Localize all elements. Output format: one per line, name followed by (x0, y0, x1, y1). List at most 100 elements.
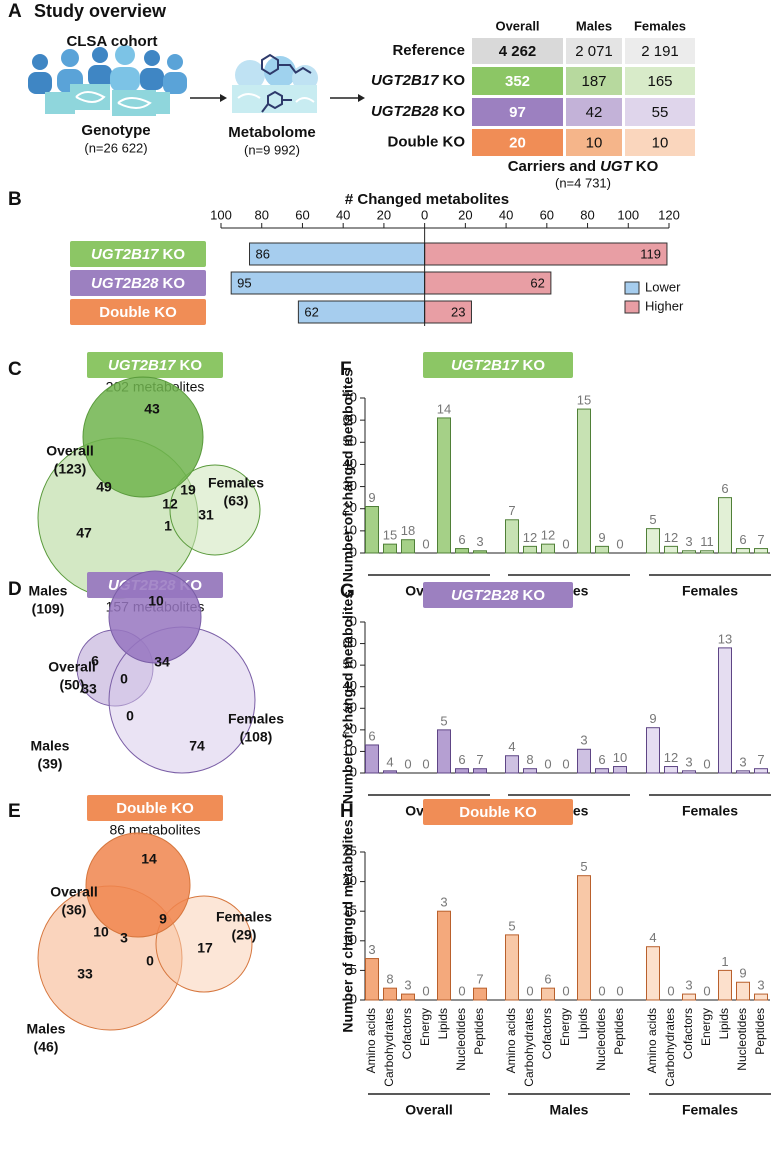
bar (383, 543, 397, 554)
count-label: 3 (476, 534, 483, 549)
table-cell (566, 129, 622, 156)
bar (718, 497, 732, 554)
count-label: 3 (440, 895, 447, 910)
count-label: 7 (757, 752, 764, 767)
y-tick-label: 30 (343, 478, 357, 493)
count-label: 15 (577, 393, 591, 408)
count-label: 9 (739, 966, 746, 981)
venn-circle (85, 832, 191, 938)
set-size: (123) (54, 461, 87, 477)
bar (613, 766, 627, 774)
count-label: 9 (598, 530, 605, 545)
bar (541, 543, 555, 554)
ko-suffix: KO (180, 357, 203, 374)
bar (424, 242, 668, 266)
table-cell (566, 67, 622, 95)
set-name: Females (216, 909, 272, 925)
set-name: Males (27, 1021, 66, 1037)
legend-swatch (624, 281, 640, 295)
column-header: Females (634, 18, 686, 33)
x-tick-label: 60 (295, 207, 309, 222)
metabolome-icon (232, 53, 318, 113)
category-label: Nucleotides (594, 1008, 608, 1071)
panel-letter: C (8, 359, 22, 380)
count-label: 11 (700, 534, 714, 549)
count-label: 6 (721, 481, 728, 496)
cell-value: 352 (505, 73, 530, 90)
count-label: 10 (613, 750, 627, 765)
bar (577, 875, 591, 1001)
ko-gene: UGT2B17 (108, 357, 176, 374)
region-count: 31 (198, 507, 214, 523)
count-label: 3 (685, 534, 692, 549)
count-label: 0 (616, 536, 623, 551)
region-count: 3 (120, 930, 128, 946)
bar (249, 242, 426, 266)
count-label: 3 (685, 978, 692, 993)
ko-label: Double KO (388, 133, 466, 150)
metabolome-label: Metabolome (228, 124, 316, 141)
count-label: 4 (649, 930, 656, 945)
ko-pill (423, 582, 573, 608)
panel-letter: F (340, 359, 352, 380)
caption-n: (n=4 731) (555, 175, 611, 190)
ko-suffix: KO (443, 72, 466, 89)
count-label: 7 (757, 532, 764, 547)
y-tick-label: 5 (350, 962, 357, 977)
category-label: Lipids (717, 1008, 731, 1039)
y-tick-label: 70 (343, 389, 357, 404)
region-count: 6 (91, 653, 99, 669)
set-name: Females (208, 475, 264, 491)
count-label: 6 (544, 972, 551, 987)
y-tick-label: 50 (343, 434, 357, 449)
set-size: (36) (62, 902, 87, 918)
cohort-label: CLSA cohort (66, 33, 157, 50)
cell-value: 2 071 (575, 43, 613, 60)
group-label: Males (550, 1102, 589, 1118)
bar (383, 987, 397, 1001)
bar (646, 946, 660, 1001)
count-label: 7 (476, 752, 483, 767)
count-label: 6 (598, 752, 605, 767)
group-label: Females (682, 583, 738, 599)
category-label: Carbohydrates (382, 1008, 396, 1087)
set-name: Overall (50, 884, 97, 900)
panel-letter: B (8, 189, 22, 210)
column-header: Overall (495, 18, 539, 33)
count-label: 15 (383, 528, 397, 543)
y-tick-label: 0 (350, 544, 357, 559)
bar (595, 545, 609, 554)
bar (736, 981, 750, 1001)
category-label: Peptides (753, 1008, 767, 1055)
group-label: Females (682, 803, 738, 819)
bar (664, 545, 678, 554)
y-tick-label: 30 (343, 700, 357, 715)
count-label: 12 (664, 750, 678, 765)
region-count: 10 (93, 924, 109, 940)
table-cell (625, 98, 695, 126)
region-count: 9 (159, 911, 167, 927)
ko-suffix: KO (163, 246, 186, 263)
y-tick-label: 60 (343, 635, 357, 650)
arrow-head (358, 94, 365, 102)
category-label: Cofactors (540, 1008, 554, 1059)
y-tick-label: 25 (343, 843, 357, 858)
count-label: 0 (562, 756, 569, 771)
x-tick-label: 40 (499, 207, 513, 222)
count-label: 0 (667, 983, 674, 998)
category-label: Cofactors (400, 1008, 414, 1059)
venn-circle (108, 570, 202, 664)
ko-suffix: KO (443, 103, 466, 120)
ko-pill (70, 270, 206, 296)
region-count: 49 (96, 479, 112, 495)
count-label: 9 (649, 711, 656, 726)
venn-circle (169, 464, 261, 556)
category-label: Nucleotides (454, 1008, 468, 1071)
count-label: 6 (458, 532, 465, 547)
region-count: 0 (146, 953, 154, 969)
ko-pill (87, 795, 223, 821)
region-count: 1 (164, 518, 172, 534)
bar (664, 766, 678, 774)
count-label: 0 (703, 756, 710, 771)
value-label: 86 (256, 246, 270, 261)
